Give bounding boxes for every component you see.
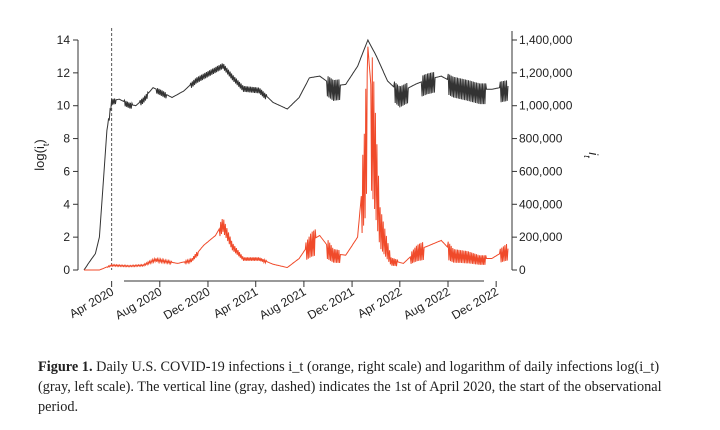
left-tick-label: 4 xyxy=(63,197,70,211)
x-tick-label: Apr 2022 xyxy=(355,284,404,321)
left-tick-label: 6 xyxy=(63,164,70,178)
right-axis-label: it xyxy=(582,152,601,158)
figure-caption: Figure 1. Daily U.S. COVID-19 infections… xyxy=(38,357,693,417)
right-tick-label: 1,400,000 xyxy=(519,33,573,47)
x-tick-label: Dec 2020 xyxy=(161,284,213,322)
x-tick-label: Dec 2022 xyxy=(449,284,501,322)
svg-text:it: it xyxy=(582,152,601,158)
left-tick-group: 0 2 4 6 8 10 12 14 xyxy=(57,33,78,277)
right-tick-label: 0 xyxy=(519,263,526,277)
right-tick-label: 1,000,000 xyxy=(519,99,573,113)
x-tick-label: Apr 2020 xyxy=(67,284,116,321)
right-tick-label: 1,200,000 xyxy=(519,66,573,80)
right-tick-label: 800,000 xyxy=(519,132,563,146)
x-tick-label: Aug 2021 xyxy=(257,284,309,322)
left-tick-label: 8 xyxy=(63,132,70,146)
left-axis-label: log(it) xyxy=(32,139,51,170)
series-daily-infections-line xyxy=(84,46,509,271)
x-tick-label: Apr 2021 xyxy=(211,284,260,321)
left-tick-label: 12 xyxy=(57,66,71,80)
right-tick-label: 600,000 xyxy=(519,164,563,178)
left-tick-label: 2 xyxy=(63,230,70,244)
left-tick-label: 14 xyxy=(57,33,71,47)
left-tick-label: 10 xyxy=(57,99,71,113)
series-log-infections-line xyxy=(83,38,509,271)
caption-text: Daily U.S. COVID-19 infections i_t (oran… xyxy=(38,359,662,415)
left-tick-label: 0 xyxy=(63,263,70,277)
x-tick-label: Aug 2020 xyxy=(113,284,165,322)
right-tick-label: 400,000 xyxy=(519,197,563,211)
right-tick-label: 200,000 xyxy=(519,230,563,244)
covid-chart: 0 2 4 6 8 10 12 14 0 200,000 400,000 600,000 800,00… xyxy=(32,28,601,322)
caption-label: Figure 1. xyxy=(38,359,93,375)
x-tick-label: Dec 2021 xyxy=(305,284,357,322)
right-tick-group: 0 200,000 400,000 600,000 800,000 1,000,000 1,… xyxy=(512,33,573,277)
x-tick-label: Aug 2022 xyxy=(401,284,453,322)
svg-text:log(it): log(it) xyxy=(32,139,51,170)
